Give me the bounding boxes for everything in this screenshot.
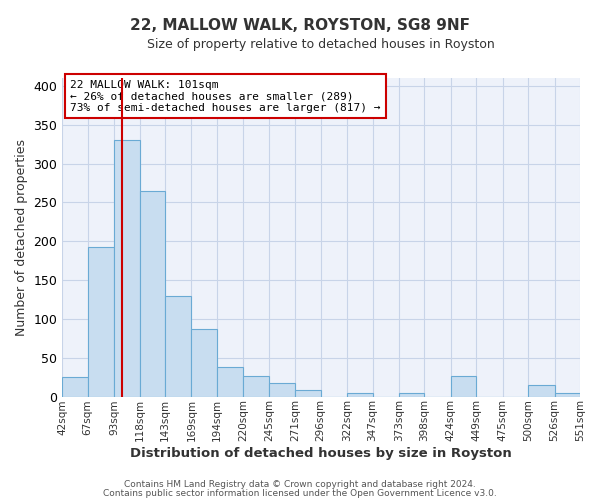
Bar (528, 385, 554, 396)
Title: Size of property relative to detached houses in Royston: Size of property relative to detached ho… (147, 38, 495, 51)
Bar (269, 384, 295, 396)
Text: 22 MALLOW WALK: 101sqm
← 26% of detached houses are smaller (289)
73% of semi-de: 22 MALLOW WALK: 101sqm ← 26% of detached… (70, 80, 380, 113)
Text: Contains HM Land Registry data © Crown copyright and database right 2024.: Contains HM Land Registry data © Crown c… (124, 480, 476, 489)
Bar (62, 377, 88, 396)
Bar (347, 392, 373, 396)
Bar (114, 140, 140, 396)
Bar (554, 392, 580, 396)
Bar (88, 246, 114, 396)
Y-axis label: Number of detached properties: Number of detached properties (15, 139, 28, 336)
X-axis label: Distribution of detached houses by size in Royston: Distribution of detached houses by size … (130, 447, 512, 460)
Bar (165, 296, 191, 396)
Bar (191, 329, 217, 396)
Bar (295, 390, 320, 396)
Bar (451, 376, 476, 396)
Text: Contains public sector information licensed under the Open Government Licence v3: Contains public sector information licen… (103, 488, 497, 498)
Bar (217, 367, 244, 396)
Bar (244, 376, 269, 396)
Bar (399, 394, 424, 396)
Bar (140, 190, 165, 396)
Text: 22, MALLOW WALK, ROYSTON, SG8 9NF: 22, MALLOW WALK, ROYSTON, SG8 9NF (130, 18, 470, 32)
